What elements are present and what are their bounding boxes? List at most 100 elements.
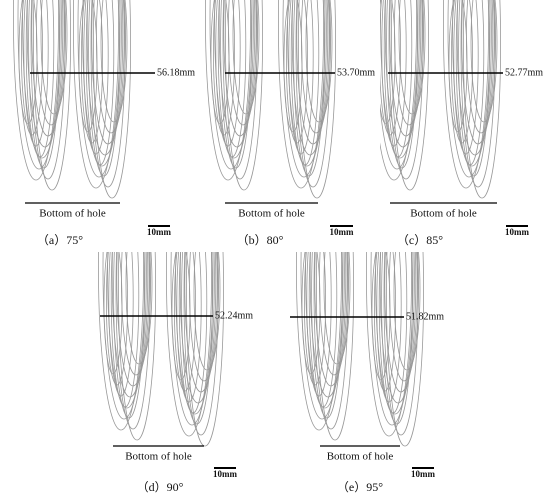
trajectory-ellipse: [176, 252, 202, 403]
trajectory-ellipse: [452, 0, 492, 167]
trajectory-ellipse: [183, 252, 219, 436]
trajectory-ellipse: [118, 252, 156, 441]
scale-label: 10mm: [147, 227, 171, 237]
bottom-label: Bottom of hole: [238, 208, 305, 220]
measurement-label: 53.70mm: [337, 67, 375, 78]
trajectory-ellipse: [33, 0, 71, 191]
trajectory-ellipse: [108, 252, 134, 397]
trajectory-ellipse: [13, 0, 59, 181]
trajectory-ellipse: [82, 0, 122, 167]
trajectory-ellipse: [77, 0, 121, 178]
trajectory-ellipse: [466, 0, 496, 134]
trajectory-ellipse: [222, 0, 258, 180]
trajectory-ellipse: [298, 0, 336, 199]
trajectory-ellipse: [309, 252, 347, 398]
bottom-label: Bottom of hole: [410, 208, 477, 220]
panel-caption: （a）75°: [37, 233, 83, 247]
trajectory-ellipse: [102, 252, 146, 420]
trajectory-ellipse: [388, 0, 424, 180]
trajectory-ellipse: [179, 252, 217, 404]
trajectory-ellipse: [225, 0, 263, 191]
trajectory-ellipse: [93, 0, 131, 199]
trajectory-ellipse: [111, 252, 149, 398]
trajectory-ellipse: [386, 252, 424, 447]
trajectory-ellipse: [291, 0, 329, 156]
trajectory-ellipse: [456, 0, 494, 156]
trajectory-ellipse: [460, 0, 496, 188]
trajectory-ellipse: [300, 252, 344, 420]
trajectory-ellipse: [98, 252, 144, 431]
trajectory-ellipse: [306, 252, 332, 397]
trajectory-ellipse: [30, 0, 66, 180]
trajectory-ellipse: [218, 0, 256, 148]
trajectory-ellipse: [316, 252, 354, 441]
trajectory-ellipse: [96, 0, 126, 134]
trajectory-group: [380, 0, 501, 199]
measurement-label: 52.24mm: [215, 310, 253, 321]
trajectory-ellipse: [301, 0, 331, 134]
trajectory-group: [98, 252, 224, 447]
trajectory-ellipse: [313, 252, 349, 430]
trajectory-ellipse: [287, 0, 327, 167]
trajectory-ellipse: [175, 252, 215, 415]
trajectory-ellipse: [90, 0, 126, 188]
trajectory-ellipse: [319, 252, 349, 376]
trajectory-ellipse: [73, 0, 119, 189]
trajectory-ellipse: [214, 0, 254, 159]
trajectory-ellipse: [370, 252, 414, 426]
trajectory-ellipse: [389, 252, 419, 382]
trajectory-group: [13, 0, 131, 199]
trajectory-ellipse: [205, 0, 251, 181]
trajectory-ellipse: [86, 0, 124, 156]
trajectory-ellipse: [83, 0, 109, 155]
scale-label: 10mm: [213, 469, 237, 479]
trajectory-ellipse: [447, 0, 491, 178]
panel-caption: （d）90°: [137, 480, 184, 494]
trajectory-ellipse: [121, 252, 151, 376]
trajectory-ellipse: [215, 0, 241, 147]
trajectory-ellipse: [391, 0, 429, 191]
trajectory-ellipse: [384, 0, 422, 148]
trajectory-ellipse: [36, 0, 66, 126]
trajectory-ellipse: [22, 0, 62, 159]
trajectory-ellipse: [383, 252, 419, 436]
trajectory-ellipse: [288, 0, 314, 155]
trajectory-ellipse: [463, 0, 501, 199]
trajectory-ellipse: [379, 252, 417, 404]
scale-label: 10mm: [505, 227, 529, 237]
trajectory-ellipse: [394, 0, 424, 126]
panel-caption: （c）85°: [397, 233, 443, 247]
trajectory-ellipse: [17, 0, 61, 170]
measurement-label: 51.82mm: [406, 311, 444, 322]
trajectory-ellipse: [186, 252, 224, 447]
scale-label: 10mm: [330, 227, 354, 237]
trajectory-ellipse: [115, 252, 151, 430]
trajectory-ellipse: [376, 252, 402, 403]
trajectory-ellipse: [107, 252, 147, 409]
measurement-label: 52.77mm: [505, 67, 543, 78]
trajectory-ellipse: [375, 252, 415, 415]
trajectory-ellipse: [381, 0, 407, 147]
trajectory-ellipse: [228, 0, 258, 126]
trajectory-ellipse: [366, 252, 412, 437]
trajectory-ellipse: [209, 0, 253, 170]
trajectory-group: [205, 0, 336, 199]
trajectory-ellipse: [380, 0, 420, 159]
trajectory-ellipse: [189, 252, 219, 382]
trajectory-ellipse: [305, 252, 345, 409]
trajectory-ellipse: [23, 0, 49, 147]
trajectory-ellipse: [170, 252, 214, 426]
measurement-label: 56.18mm: [157, 67, 195, 78]
trajectory-ellipse: [26, 0, 64, 148]
trajectory-group: [296, 252, 424, 447]
bottom-label: Bottom of hole: [125, 451, 192, 463]
trajectory-ellipse: [282, 0, 326, 178]
panel-caption: （b）80°: [237, 233, 284, 247]
trajectory-ellipse: [296, 252, 342, 431]
trajectory-ellipse: [278, 0, 324, 189]
trajectory-ellipse: [453, 0, 479, 155]
trajectory-ellipse: [380, 0, 417, 181]
trajectory-ellipse: [166, 252, 212, 437]
